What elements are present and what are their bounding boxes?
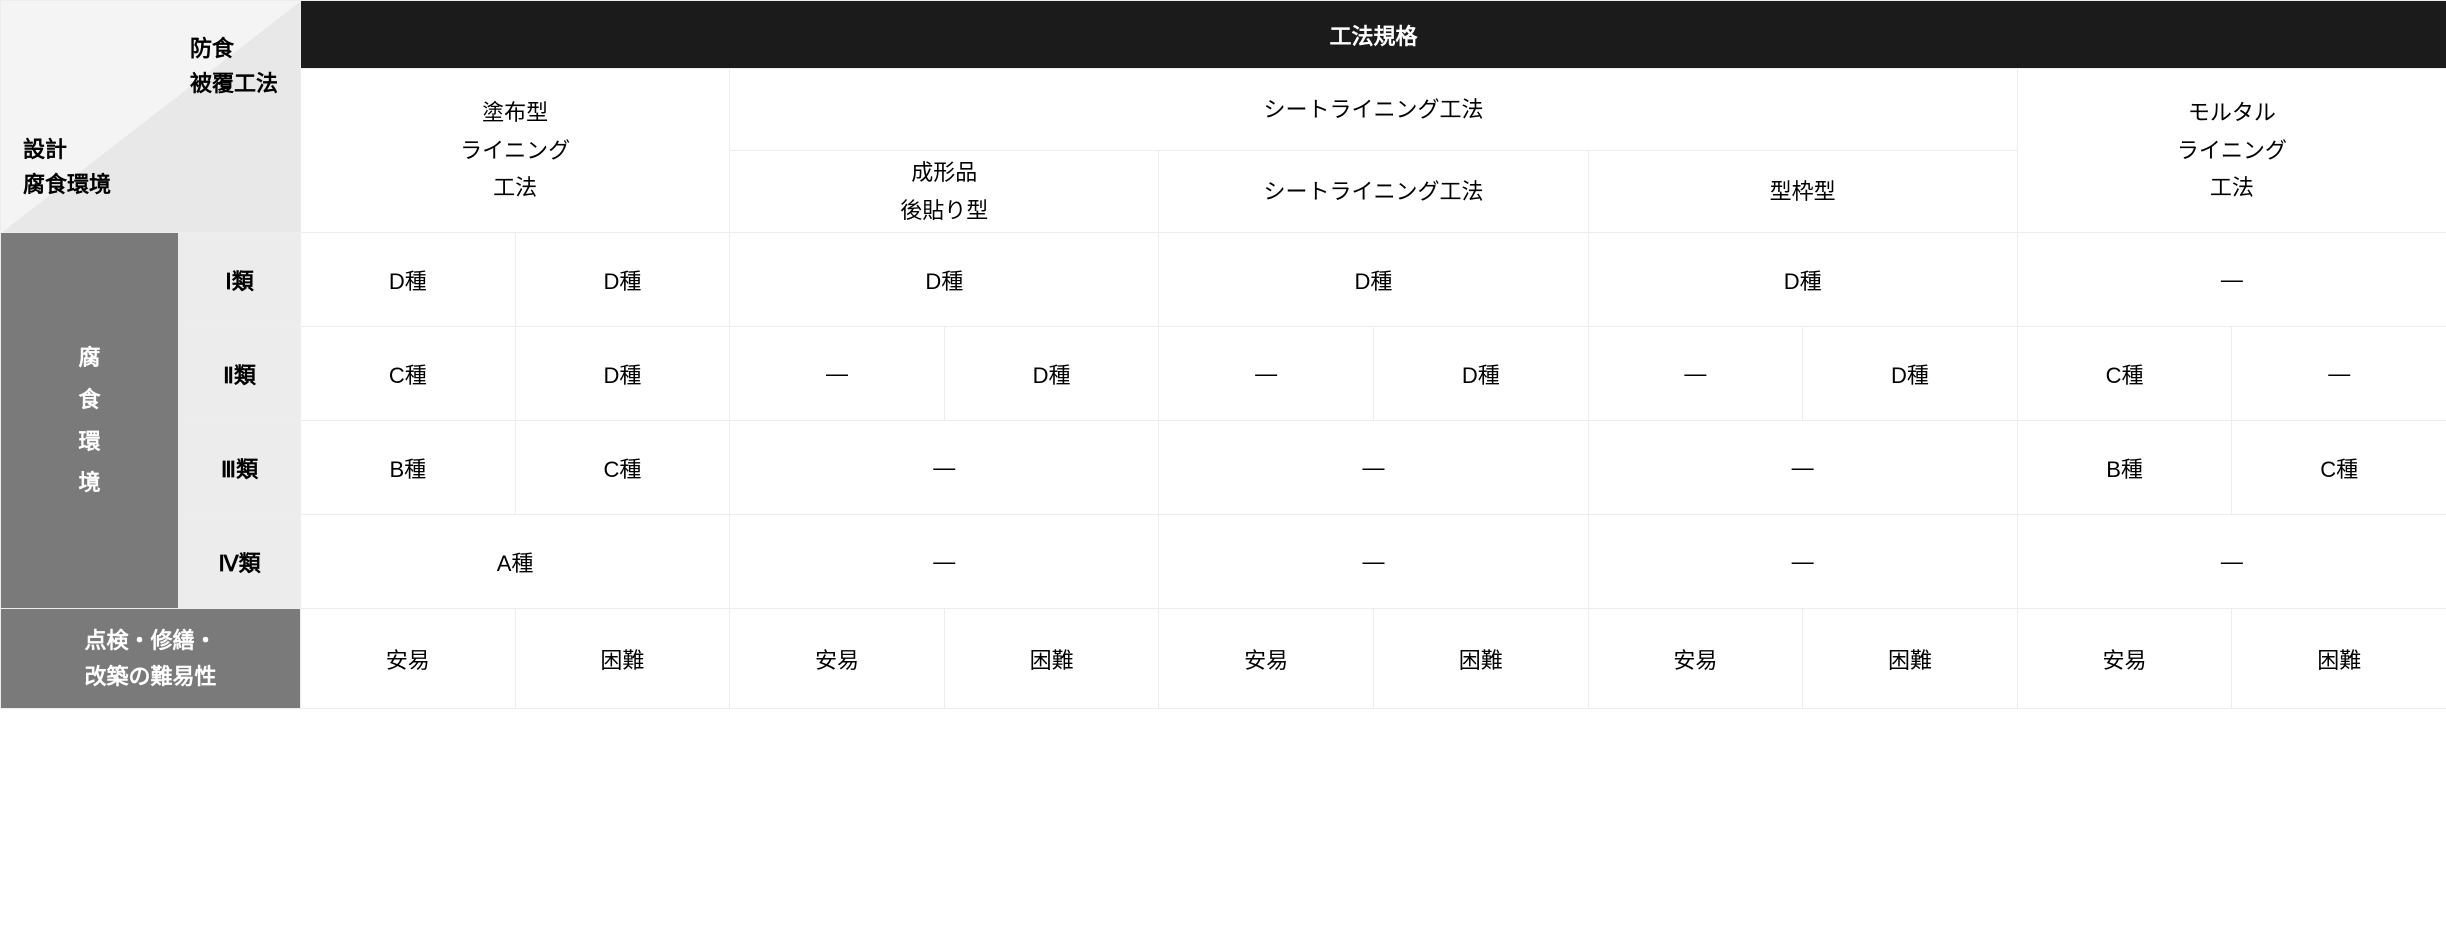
footer-label: 点検・修繕・ 改築の難易性 [1, 609, 301, 709]
cell-r3-c3: ― [730, 421, 1159, 515]
env-char-4: 境 [1, 462, 178, 504]
cell-r3-c1: B種 [301, 421, 516, 515]
env-char-1: 腐 [1, 337, 178, 379]
cell-foot-c1: 安易 [301, 609, 516, 709]
cell-foot-c9: 安易 [2017, 609, 2232, 709]
cell-r2-c3: ― [730, 327, 945, 421]
cell-r3-c7: C種 [2232, 421, 2446, 515]
footer-l1: 点検・修繕・ [84, 628, 216, 653]
class4-label: Ⅳ類 [218, 551, 260, 576]
cell-r2-c7: ― [1588, 327, 1803, 421]
cell-r4-c3: ― [1159, 515, 1588, 609]
cell-r1-c3: D種 [730, 233, 1159, 327]
hdr-mortar-l2: ライニング [2177, 138, 2287, 163]
cell-r2-c10: ― [2232, 327, 2446, 421]
row-label-class2: Ⅱ類 [179, 327, 301, 421]
cell-r3-c5: ― [1588, 421, 2017, 515]
cell-r3-c6: B種 [2017, 421, 2232, 515]
hdr-sub-sheet-label: シートライニング工法 [1263, 179, 1483, 204]
corner-cell: 防食 被覆工法 設計 腐食環境 [1, 1, 301, 233]
header-top: 工法規格 [301, 1, 2446, 69]
hdr-molded-l1: 成形品 [911, 160, 977, 185]
row-label-class1: Ⅰ類 [179, 233, 301, 327]
header-sub-molded: 成形品 後貼り型 [730, 151, 1159, 233]
cell-foot-c5: 安易 [1159, 609, 1374, 709]
hdr-mortar-l3: 工法 [2210, 175, 2254, 200]
cell-r3-c2: C種 [515, 421, 730, 515]
corner-bot-l1: 設計 [23, 137, 67, 162]
class1-label: Ⅰ類 [225, 269, 254, 294]
hdr-sheet-group-label: シートライニング工法 [1263, 97, 1483, 122]
cell-foot-c10: 困難 [2232, 609, 2446, 709]
cell-r1-c6: ― [2017, 233, 2446, 327]
cell-foot-c2: 困難 [515, 609, 730, 709]
row-label-class4: Ⅳ類 [179, 515, 301, 609]
cell-r4-c4: ― [1588, 515, 2017, 609]
corner-bot-l2: 腐食環境 [23, 172, 111, 197]
cell-r1-c5: D種 [1588, 233, 2017, 327]
cell-foot-c3: 安易 [730, 609, 945, 709]
corner-bot-label: 設計 腐食環境 [23, 132, 111, 202]
corner-top-label: 防食 被覆工法 [190, 31, 278, 101]
cell-r2-c2: D種 [515, 327, 730, 421]
env-char-2: 食 [1, 379, 178, 421]
cell-r4-c5: ― [2017, 515, 2446, 609]
header-top-label: 工法規格 [1330, 24, 1418, 49]
hdr-mortar-l1: モルタル [2188, 100, 2276, 125]
header-sheet-group: シートライニング工法 [730, 69, 2018, 151]
header-mortar: モルタル ライニング 工法 [2017, 69, 2446, 233]
cell-r2-c1: C種 [301, 327, 516, 421]
side-env-vertical: 腐 食 環 境 [1, 233, 179, 609]
env-char-3: 環 [1, 421, 178, 463]
class2-label: Ⅱ類 [223, 363, 256, 388]
footer-l2: 改築の難易性 [84, 664, 216, 689]
cell-r4-c2: ― [730, 515, 1159, 609]
cell-foot-c4: 困難 [944, 609, 1159, 709]
hdr-coating-l3: 工法 [493, 175, 537, 200]
cell-r2-c6: D種 [1373, 327, 1588, 421]
hdr-coating-l1: 塗布型 [482, 100, 548, 125]
hdr-sub-form-label: 型枠型 [1770, 179, 1836, 204]
cell-r3-c4: ― [1159, 421, 1588, 515]
header-sub-form: 型枠型 [1588, 151, 2017, 233]
cell-r1-c2: D種 [515, 233, 730, 327]
row-label-class3: Ⅲ類 [179, 421, 301, 515]
cell-r1-c1: D種 [301, 233, 516, 327]
corner-top-l2: 被覆工法 [190, 71, 278, 96]
header-coating: 塗布型 ライニング 工法 [301, 69, 730, 233]
cell-r2-c8: D種 [1803, 327, 2018, 421]
cell-foot-c8: 困難 [1803, 609, 2018, 709]
cell-r2-c5: ― [1159, 327, 1374, 421]
header-sub-sheet: シートライニング工法 [1159, 151, 1588, 233]
corner-top-l1: 防食 [190, 36, 234, 61]
cell-r4-c1: A種 [301, 515, 730, 609]
cell-r1-c4: D種 [1159, 233, 1588, 327]
hdr-coating-l2: ライニング [460, 138, 570, 163]
hdr-molded-l2: 後貼り型 [900, 198, 988, 223]
class3-label: Ⅲ類 [221, 457, 258, 482]
cell-r2-c9: C種 [2017, 327, 2232, 421]
cell-foot-c6: 困難 [1373, 609, 1588, 709]
cell-foot-c7: 安易 [1588, 609, 1803, 709]
cell-r2-c4: D種 [944, 327, 1159, 421]
corrosion-method-table: 防食 被覆工法 設計 腐食環境 工法規格 塗布型 ライニング 工法 シートライニ… [0, 0, 2446, 709]
